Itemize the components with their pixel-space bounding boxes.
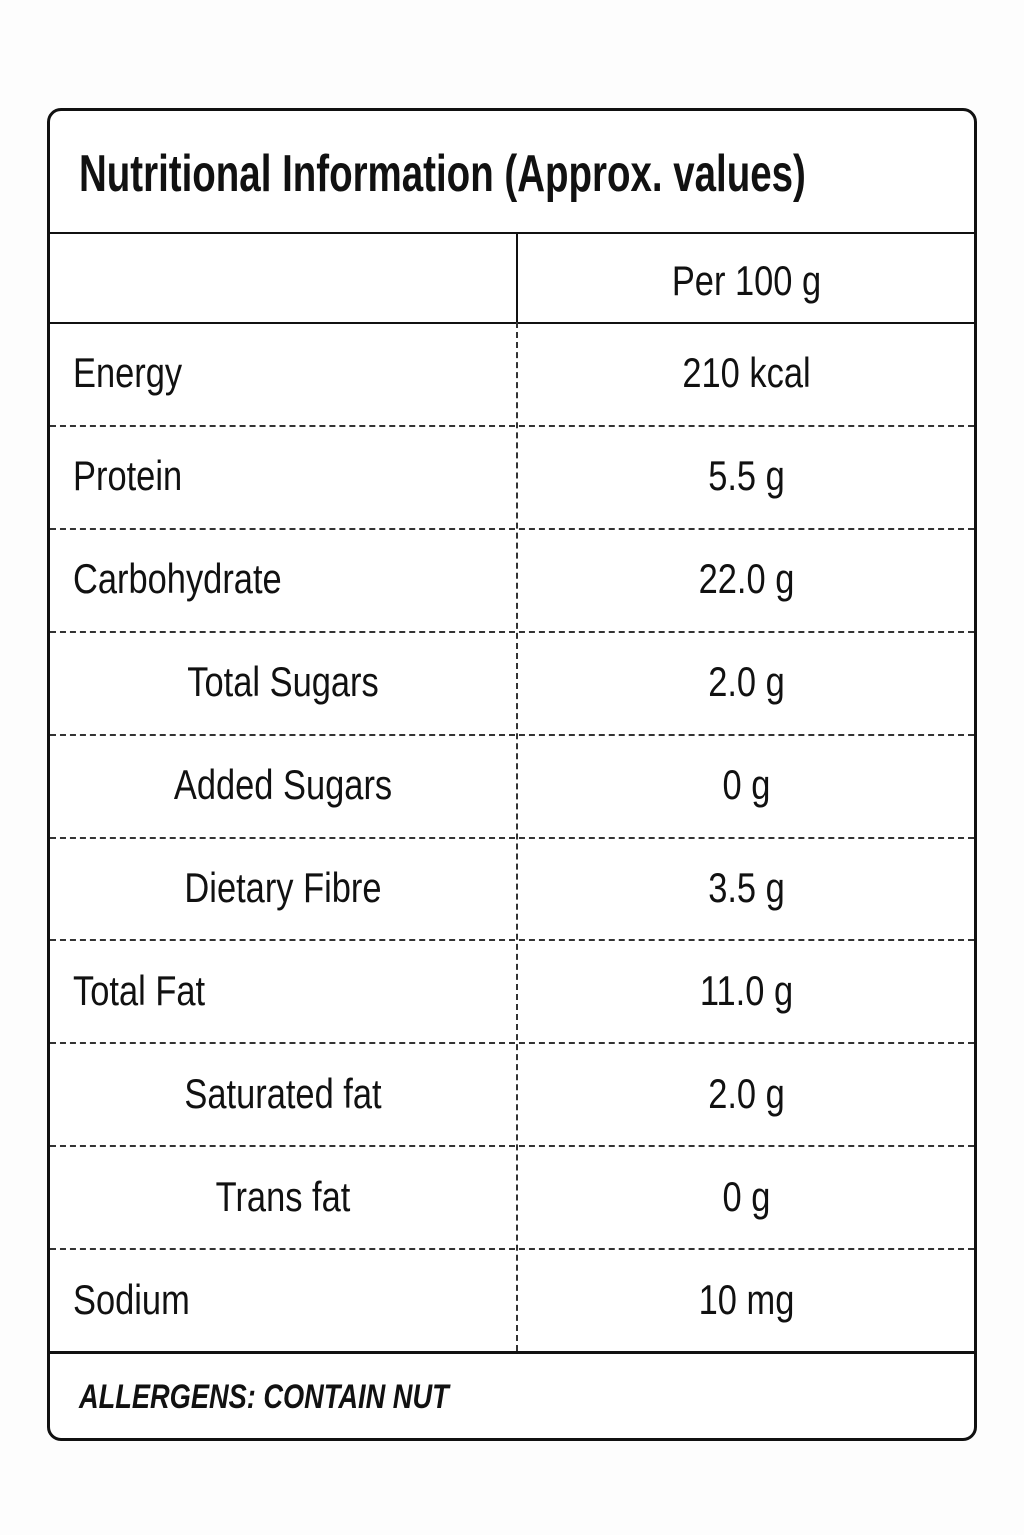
header-divider [516,232,518,322]
sub-item-label: Added Sugars [173,761,393,809]
header-rule [50,322,974,324]
sub-item-label: Trans fat [215,1172,351,1220]
row-value: 0 g [722,761,771,809]
sub-item-label: Dietary Fibre [184,863,382,911]
row-divider [50,836,974,839]
row-divider [50,527,974,530]
row-divider [50,424,974,427]
row-value: 2.0 g [708,658,785,706]
row-value: 3.5 g [708,863,785,911]
row-value: 22.0 g [698,555,795,603]
row-label: Sodium [73,1275,190,1323]
row-value: 2.0 g [708,1069,785,1117]
row-value: 10 mg [698,1275,795,1323]
sub-item-label: Total Sugars [187,658,379,706]
row-label: Energy [73,349,183,397]
row-divider [50,1145,974,1148]
row-value: 210 kcal [682,349,811,397]
row-label: Protein [73,452,183,500]
row-divider [50,1248,974,1251]
row-value: 0 g [722,1172,771,1220]
sub-item-label: Saturated fat [184,1069,382,1117]
title: Nutritional Information (Approx. values) [79,145,806,203]
row-divider [50,939,974,942]
row-value: 11.0 g [699,966,794,1014]
column-header: Per 100 g [671,257,822,304]
nutrition-panel: Nutritional Information (Approx. values)… [47,108,977,1441]
row-label: Total Fat [73,966,206,1014]
row-divider [50,1042,974,1045]
title-divider [50,232,974,234]
column-divider [516,322,518,1351]
row-divider [50,630,974,633]
row-value: 5.5 g [708,452,785,500]
row-label: Carbohydrate [73,555,282,603]
row-divider [50,733,974,736]
footer-rule [50,1351,974,1354]
allergen-note: ALLERGENS: CONTAIN NUT [79,1378,449,1416]
